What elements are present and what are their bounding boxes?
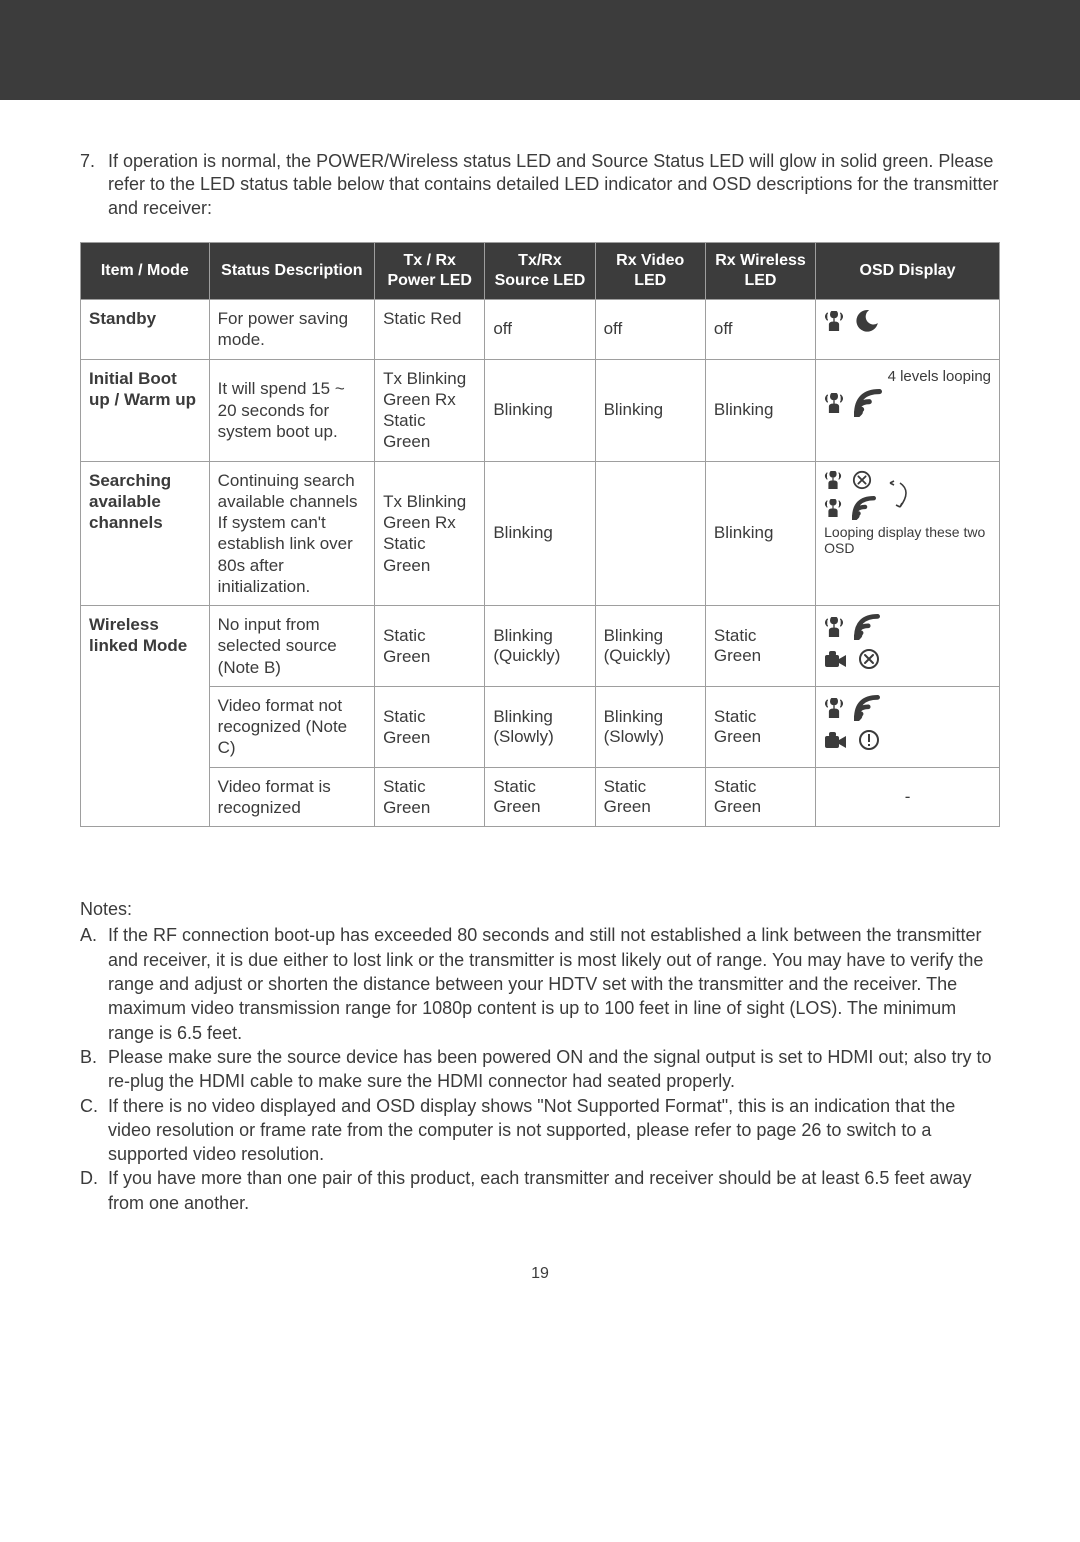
cell-power: Tx Blinking Green Rx Static Green [375,461,485,606]
cell-video: Blinking (Quickly) [595,606,705,687]
note-letter: C. [80,1094,108,1167]
note-item: D. If you have more than one pair of thi… [80,1166,1000,1215]
th-osd: OSD Display [816,243,1000,300]
cell-desc: For power saving mode. [209,300,374,360]
note-text: Please make sure the source device has b… [108,1045,1000,1094]
table-row: Wireless linked Mode No input from selec… [81,606,1000,687]
cell-osd: Looping display these two OSD [816,461,1000,606]
cell-source: Blinking (Slowly) [485,686,595,767]
note-text: If there is no video displayed and OSD d… [108,1094,1000,1167]
list-number: 7. [80,150,108,220]
page: 7. If operation is normal, the POWER/Wir… [0,0,1080,1313]
note-item: B. Please make sure the source device ha… [80,1045,1000,1094]
cell-source: Blinking [485,461,595,606]
osd-label: Looping display these two OSD [824,524,991,556]
note-item: A. If the RF connection boot-up has exce… [80,923,1000,1044]
table-header-row: Item / Mode Status Description Tx / Rx P… [81,243,1000,300]
note-letter: D. [80,1166,108,1215]
th-desc: Status Description [209,243,374,300]
transmitter-icon [824,393,844,413]
cell-desc: No input from selected source (Note B) [209,606,374,687]
note-text: If the RF connection boot-up has exceede… [108,923,1000,1044]
cell-desc: Continuing search available channels If … [209,461,374,606]
cell-video [595,461,705,606]
cell-mode: Initial Boot up / Warm up [81,359,210,461]
transmitter-icon [824,698,844,718]
cell-osd: - [816,767,1000,827]
cell-mode: Searching available channels [81,461,210,606]
th-video: Rx Video LED [595,243,705,300]
moon-icon [854,308,880,334]
cell-desc: Video format is recognized [209,767,374,827]
cell-osd [816,686,1000,767]
camera-icon [824,649,848,669]
cell-video: Static Green [595,767,705,827]
camera-icon [824,730,848,750]
cell-osd [816,606,1000,687]
transmitter-icon [824,311,844,331]
cell-source: Static Green [485,767,595,827]
header-bar [0,0,1080,100]
cell-wireless: Blinking [705,461,815,606]
signal-icon [854,695,880,721]
cell-wireless: off [705,300,815,360]
th-power: Tx / Rx Power LED [375,243,485,300]
table-row: Initial Boot up / Warm up It will spend … [81,359,1000,461]
table-row: Standby For power saving mode. Static Re… [81,300,1000,360]
cell-video: Blinking [595,359,705,461]
intro-paragraph: 7. If operation is normal, the POWER/Wir… [80,150,1000,220]
note-text: If you have more than one pair of this p… [108,1166,1000,1215]
cell-power: Static Green [375,606,485,687]
led-status-table: Item / Mode Status Description Tx / Rx P… [80,242,1000,827]
cell-source: Blinking [485,359,595,461]
notes-heading: Notes: [80,897,1000,921]
warning-icon [858,729,880,751]
table-row: Searching available channels Continuing … [81,461,1000,606]
note-letter: B. [80,1045,108,1094]
cell-power: Static Red [375,300,485,360]
signal-icon [854,389,882,417]
th-wireless: Rx Wireless LED [705,243,815,300]
cell-wireless: Blinking [705,359,815,461]
transmitter-icon [824,471,842,489]
table-row: Video format not recognized (Note C) Sta… [81,686,1000,767]
cell-wireless: Static Green [705,686,815,767]
cell-source: off [485,300,595,360]
cell-osd: 4 levels looping [816,359,1000,461]
notes-section: Notes: A. If the RF connection boot-up h… [80,897,1000,1215]
cell-power: Tx Blinking Green Rx Static Green [375,359,485,461]
cell-source: Blinking (Quickly) [485,606,595,687]
transmitter-icon [824,617,844,637]
cell-power: Static Green [375,767,485,827]
cell-wireless: Static Green [705,767,815,827]
content-area: 7. If operation is normal, the POWER/Wir… [0,150,1080,1313]
circle-x-icon [858,648,880,670]
circle-x-icon [852,470,872,490]
th-source: Tx/Rx Source LED [485,243,595,300]
cell-mode: Standby [81,300,210,360]
cell-mode: Wireless linked Mode [81,606,210,827]
th-mode: Item / Mode [81,243,210,300]
cell-video: off [595,300,705,360]
note-item: C. If there is no video displayed and OS… [80,1094,1000,1167]
cell-video: Blinking (Slowly) [595,686,705,767]
table-row: Video format is recognized Static Green … [81,767,1000,827]
osd-label: 4 levels looping [824,368,991,385]
loop-arrow-icon [872,470,912,520]
cell-osd [816,300,1000,360]
page-number: 19 [80,1265,1000,1313]
cell-desc: It will spend 15 ~ 20 seconds for system… [209,359,374,461]
signal-icon [854,614,880,640]
cell-power: Static Green [375,686,485,767]
cell-wireless: Static Green [705,606,815,687]
intro-text: If operation is normal, the POWER/Wirele… [108,150,1000,220]
note-letter: A. [80,923,108,1044]
cell-desc: Video format not recognized (Note C) [209,686,374,767]
transmitter-icon [824,499,842,517]
